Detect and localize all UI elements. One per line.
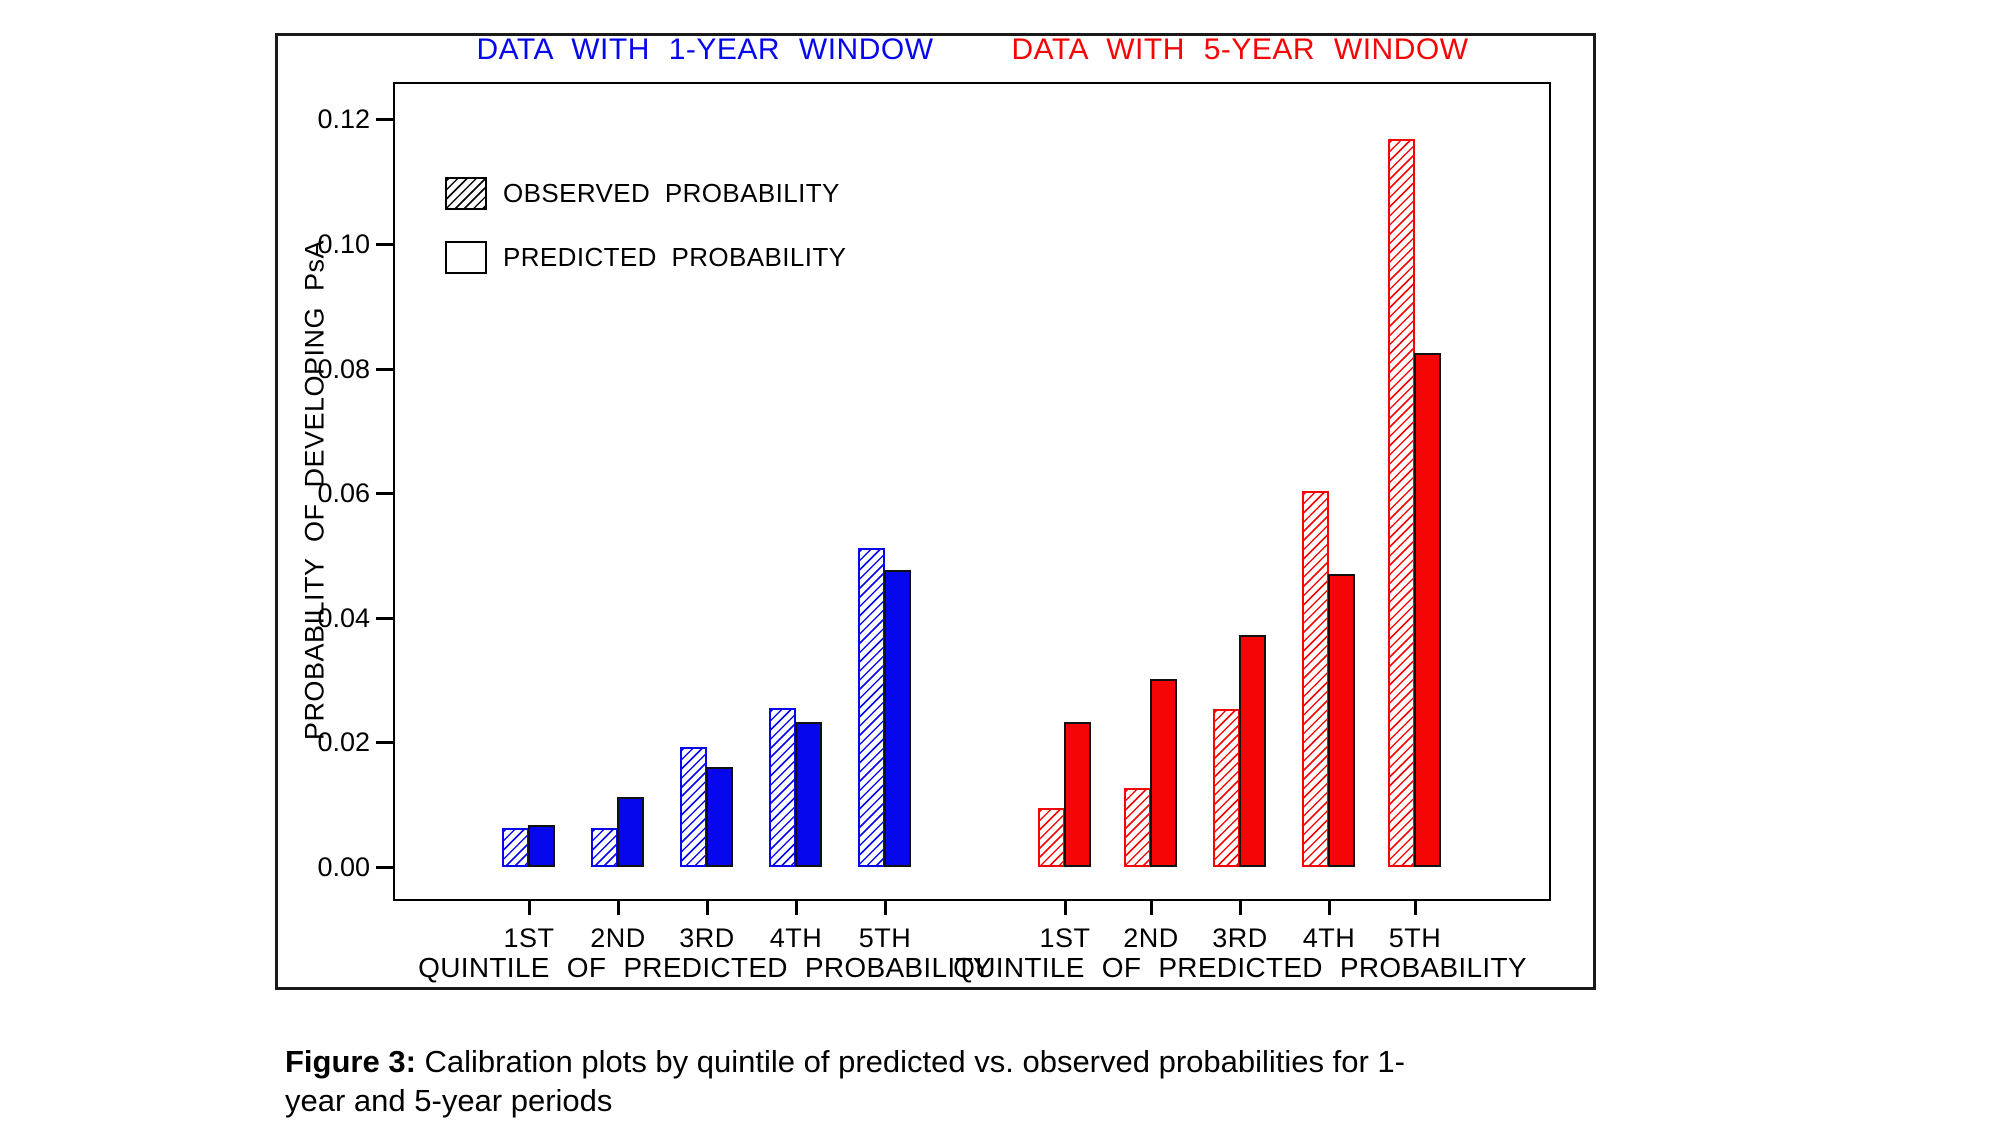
y-axis-tick-label: 0.04: [317, 602, 370, 633]
x-axis-tick-mark: [617, 899, 620, 915]
figure-caption-text-line1: Calibration plots by quintile of predict…: [424, 1044, 1405, 1079]
y-axis-tick-mark: [376, 866, 393, 869]
x-axis-label-5-year-group: QUINTILE OF PREDICTED PROBABILITY: [953, 952, 1527, 983]
legend-item-observed: OBSERVED PROBABILITY: [445, 177, 840, 210]
x-axis-tick-mark: [795, 899, 798, 915]
x-axis-tick-label-2nd: 2ND: [590, 923, 646, 953]
y-axis-tick-mark: [376, 243, 393, 246]
y-axis-tick-mark: [376, 741, 393, 745]
figure-caption-text-line2: year and 5-year periods: [285, 1083, 613, 1118]
legend-item-predicted: PREDICTED PROBABILITY: [445, 241, 846, 274]
y-axis-tick-mark: [376, 492, 393, 496]
bar-observed-5-year-2nd: [1124, 787, 1151, 867]
x-axis-tick-label-2nd: 2ND: [1123, 923, 1179, 953]
figure-caption-label: Figure 3:: [285, 1044, 416, 1079]
bar-predicted-5-year-3rd: [1239, 634, 1266, 867]
bar-predicted-5-year-2nd: [1150, 679, 1177, 867]
legend-label-predicted: PREDICTED PROBABILITY: [503, 242, 847, 272]
bar-predicted-5-year-4th: [1328, 574, 1355, 867]
x-axis-tick-label-3rd: 3RD: [1212, 923, 1268, 953]
x-axis-tick-label-4th: 4TH: [1302, 923, 1356, 953]
y-axis-tick-mark: [376, 616, 393, 620]
plot-area: OBSERVED PROBABILITY PREDICTED PROBABILI…: [317, 82, 1551, 953]
bar-observed-1-year-1st: [502, 827, 529, 867]
bar-observed-5-year-5th: [1388, 139, 1415, 867]
y-axis-tick-label: 0.06: [317, 478, 370, 509]
bar-observed-5-year-3rd: [1213, 709, 1240, 867]
y-axis-tick-label: 0.10: [317, 229, 370, 259]
bar-observed-1-year-5th: [858, 548, 885, 867]
panel-title-5-year-window: DATA WITH 5-YEAR WINDOW: [1011, 33, 1469, 66]
bar-predicted-1-year-2nd: [617, 796, 644, 867]
bar-observed-5-year-4th: [1302, 491, 1329, 867]
predicted-probability-swatch-icon: [445, 241, 487, 274]
bar-predicted-5-year-1st: [1064, 722, 1091, 867]
x-axis-tick-label-1st: 1ST: [1039, 923, 1091, 953]
y-axis-tick-mark: [376, 367, 393, 371]
x-axis-tick-label-1st: 1ST: [503, 923, 555, 953]
bar-observed-1-year-2nd: [591, 827, 618, 867]
x-axis-tick-label-5th: 5TH: [858, 923, 912, 953]
y-axis-tick-label: 0.00: [317, 852, 370, 882]
x-axis-tick-mark: [1414, 899, 1417, 915]
y-axis-tick-label: 0.02: [317, 727, 370, 758]
bar-observed-5-year-1st: [1038, 807, 1065, 867]
bar-predicted-1-year-3rd: [706, 767, 733, 867]
x-axis-tick-mark: [884, 899, 887, 915]
bar-observed-1-year-4th: [769, 708, 796, 867]
x-axis-tick-label-3rd: 3RD: [679, 923, 735, 953]
x-axis-tick-mark: [528, 899, 531, 915]
legend-label-observed: OBSERVED PROBABILITY: [503, 178, 840, 208]
x-axis-tick-label-4th: 4TH: [769, 923, 823, 953]
x-axis-tick-label-5th: 5TH: [1388, 923, 1442, 953]
bar-predicted-1-year-4th: [795, 722, 822, 867]
x-axis-tick-mark: [1150, 899, 1153, 915]
bar-predicted-5-year-5th: [1414, 353, 1441, 867]
panel-title-1-year-window: DATA WITH 1-YEAR WINDOW: [476, 33, 934, 66]
x-axis-tick-mark: [1328, 899, 1331, 915]
figure-caption: Figure 3: Calibration plots by quintile …: [285, 1042, 1435, 1120]
x-axis-label-1-year-group: QUINTILE OF PREDICTED PROBABILITY: [418, 952, 992, 983]
y-axis-tick-label: 0.12: [317, 104, 370, 135]
observed-probability-swatch-icon: [445, 177, 487, 210]
bar-predicted-1-year-1st: [528, 824, 555, 867]
x-axis-tick-mark: [706, 899, 709, 915]
bar-predicted-1-year-5th: [884, 569, 911, 867]
x-axis-tick-mark: [1239, 899, 1242, 915]
y-axis-tick-label: 0.08: [317, 353, 370, 384]
bar-observed-1-year-3rd: [680, 747, 707, 867]
y-axis-tick-mark: [376, 118, 393, 122]
x-axis-tick-mark: [1064, 899, 1067, 915]
